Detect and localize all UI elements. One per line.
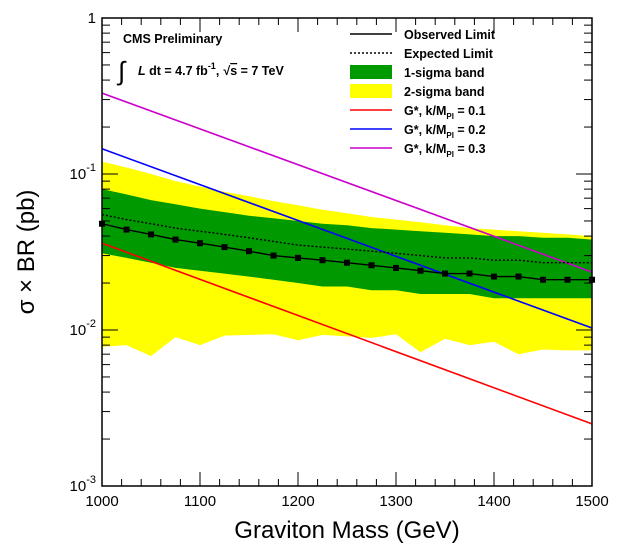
observed-point bbox=[270, 252, 277, 259]
plot-frame bbox=[101, 17, 593, 487]
legend-label-g01: G*, k/MPl = 0.1 bbox=[404, 104, 486, 121]
y-tick-base: 10 bbox=[70, 478, 87, 495]
model-curve-k03 bbox=[101, 92, 593, 273]
y-tick-base: 10 bbox=[70, 166, 87, 183]
observed-point bbox=[491, 273, 497, 280]
legend-label-sub: Pl bbox=[446, 150, 454, 159]
y-tick-exp: -2 bbox=[86, 318, 96, 330]
observed-point bbox=[564, 276, 571, 283]
luminosity-label: L dt = 4.7 fb-1, √s = 7 TeV bbox=[138, 61, 284, 78]
plot-area bbox=[99, 92, 595, 425]
observed-point bbox=[295, 254, 301, 261]
observed-point bbox=[393, 264, 399, 271]
y-tick-label: 10-2 bbox=[70, 318, 96, 339]
experiment-label: CMS Preliminary bbox=[123, 32, 222, 46]
legend-label-band1: 1-sigma band bbox=[404, 66, 485, 80]
lumi-exp: -1 bbox=[208, 61, 216, 71]
axis-ticks bbox=[101, 17, 593, 487]
x-tick-label: 1200 bbox=[281, 493, 314, 510]
legend-label-g02: G*, k/MPl = 0.2 bbox=[404, 123, 486, 140]
legend-label-sub: Pl bbox=[446, 131, 454, 140]
sigma-bands bbox=[102, 161, 592, 357]
integral-symbol: ∫ bbox=[116, 56, 127, 86]
observed-point bbox=[172, 236, 179, 243]
lumi-dt: dt = 4.7 fb bbox=[146, 64, 209, 78]
observed-point bbox=[148, 231, 154, 238]
legend-label-sub: Pl bbox=[446, 112, 454, 121]
observed-point bbox=[540, 276, 546, 283]
lumi-comma: , bbox=[216, 64, 219, 78]
observed-point bbox=[221, 244, 228, 251]
y-tick-base: 10 bbox=[70, 322, 87, 339]
x-tick-label: 1300 bbox=[379, 493, 412, 510]
legend-label-g03: G*, k/MPl = 0.3 bbox=[404, 142, 486, 159]
legend-label-tail: = 0.1 bbox=[454, 104, 486, 118]
legend-label-main: Observed Limit bbox=[404, 28, 496, 42]
lumi-energy: = 7 TeV bbox=[237, 64, 284, 78]
lumi-s: s bbox=[230, 64, 237, 78]
legend-label-expected: Expected Limit bbox=[404, 47, 494, 61]
cms-annotation: CMS Preliminary ∫ L dt = 4.7 fb-1, √s = 7… bbox=[116, 32, 284, 86]
model-curve-k01 bbox=[101, 242, 593, 425]
legend-label-main: Expected Limit bbox=[404, 47, 494, 61]
observed-point bbox=[344, 259, 350, 266]
observed-point bbox=[466, 270, 473, 277]
legend-symbol-band1 bbox=[350, 65, 392, 79]
x-tick-label: 1400 bbox=[477, 493, 510, 510]
model-curves bbox=[101, 92, 593, 425]
y-axis-title: σ × BR (pb) bbox=[13, 190, 40, 315]
legend: Observed Limit Expected Limit 1-sigma band… bbox=[350, 28, 496, 159]
observed-point bbox=[197, 240, 203, 247]
x-tick-label: 1100 bbox=[184, 493, 216, 510]
y-tick-label: 1 bbox=[88, 10, 96, 27]
x-tick-label: 1000 bbox=[85, 493, 118, 510]
legend-label-main: G*, k/M bbox=[404, 142, 446, 156]
observed-point bbox=[515, 273, 522, 280]
legend-label-main: G*, k/M bbox=[404, 104, 446, 118]
observed-point bbox=[319, 257, 326, 264]
y-tick-base: 1 bbox=[88, 10, 96, 27]
legend-label-main: G*, k/M bbox=[404, 123, 446, 137]
legend-label-main: 1-sigma band bbox=[404, 66, 485, 80]
legend-label-tail: = 0.2 bbox=[454, 123, 486, 137]
legend-symbol-band2 bbox=[350, 84, 392, 98]
observed-point bbox=[246, 248, 252, 255]
y-tick-label: 10-1 bbox=[70, 162, 96, 183]
x-tick-label: 1500 bbox=[575, 493, 608, 510]
y-tick-exp: -3 bbox=[86, 474, 96, 486]
lumi-sqrt: √ bbox=[223, 64, 230, 78]
model-curve-k02 bbox=[101, 148, 593, 329]
observed-point bbox=[368, 262, 375, 269]
observed-point bbox=[417, 267, 424, 274]
observed-point bbox=[123, 226, 130, 233]
lumi-L: L bbox=[138, 64, 146, 78]
x-axis-title: Graviton Mass (GeV) bbox=[234, 517, 459, 544]
legend-label-band2: 2-sigma band bbox=[404, 85, 485, 99]
y-tick-exp: -1 bbox=[86, 162, 96, 174]
legend-label-main: 2-sigma band bbox=[404, 85, 485, 99]
legend-label-tail: = 0.3 bbox=[454, 142, 486, 156]
y-tick-label: 10-3 bbox=[70, 474, 96, 495]
observed-point bbox=[442, 270, 448, 277]
legend-label-observed: Observed Limit bbox=[404, 28, 496, 42]
